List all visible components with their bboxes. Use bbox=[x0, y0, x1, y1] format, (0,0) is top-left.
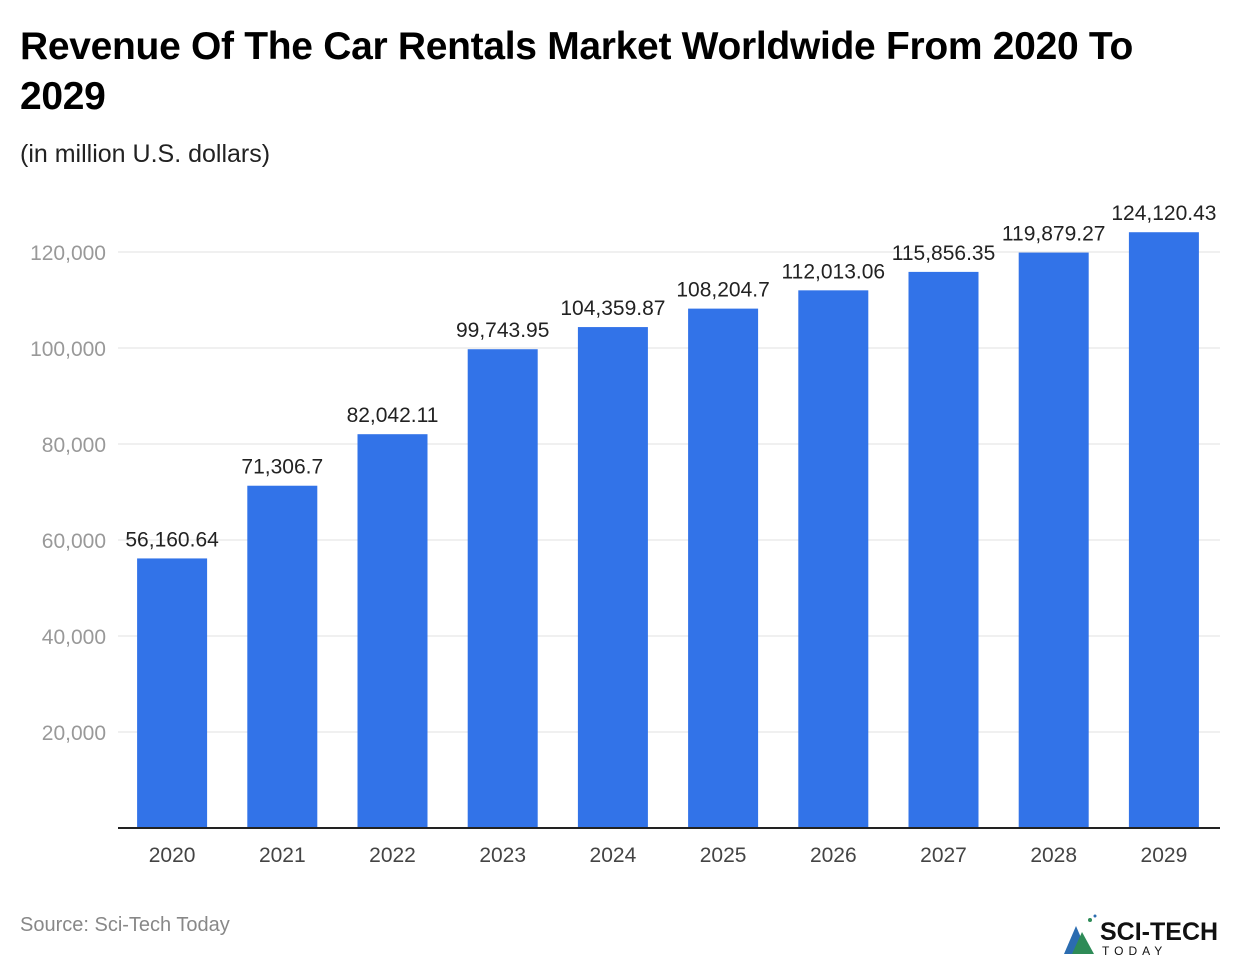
data-label: 112,013.06 bbox=[782, 260, 886, 283]
chart-title: Revenue Of The Car Rentals Market Worldw… bbox=[20, 25, 1134, 118]
bar-2020 bbox=[137, 558, 208, 828]
x-tick-label: 2023 bbox=[479, 844, 526, 867]
data-label: 124,120.43 bbox=[1111, 202, 1216, 225]
sci-tech-today-logo: SCI-TECH TODAY bbox=[1064, 914, 1218, 957]
bar-2023 bbox=[467, 349, 538, 828]
data-label: 108,204.7 bbox=[676, 279, 769, 302]
data-label: 56,160.64 bbox=[125, 528, 219, 551]
y-tick-label: 100,000 bbox=[30, 338, 106, 361]
data-label: 115,856.35 bbox=[892, 242, 996, 265]
bar-2026 bbox=[798, 290, 869, 829]
chart-subtitle: (in million U.S. dollars) bbox=[20, 140, 271, 168]
y-tick-label: 120,000 bbox=[30, 242, 106, 265]
x-tick-label: 2025 bbox=[700, 844, 747, 867]
svg-text:TODAY: TODAY bbox=[1102, 944, 1167, 957]
bar-2027 bbox=[908, 271, 979, 828]
data-label: 71,306.7 bbox=[241, 456, 323, 479]
y-tick-label: 40,000 bbox=[42, 626, 106, 649]
y-tick-label: 60,000 bbox=[42, 530, 106, 553]
x-tick-label: 2029 bbox=[1141, 844, 1188, 867]
bar-2021 bbox=[247, 485, 318, 828]
data-label: 99,743.95 bbox=[456, 319, 549, 342]
bar-2024 bbox=[577, 327, 648, 828]
x-tick-label: 2021 bbox=[259, 844, 306, 867]
x-tick-label: 2024 bbox=[590, 844, 637, 867]
y-tick-label: 20,000 bbox=[42, 722, 106, 745]
x-tick-label: 2020 bbox=[149, 844, 196, 867]
source-note: Source: Sci-Tech Today bbox=[20, 914, 230, 936]
bar-2025 bbox=[688, 308, 759, 828]
data-label: 82,042.11 bbox=[347, 404, 439, 427]
x-tick-label: 2027 bbox=[920, 844, 967, 867]
svg-text:SCI-TECH: SCI-TECH bbox=[1100, 918, 1218, 946]
bar-2022 bbox=[357, 434, 428, 828]
bar-2028 bbox=[1018, 252, 1089, 829]
x-tick-label: 2026 bbox=[810, 844, 857, 867]
x-tick-label: 2022 bbox=[369, 844, 416, 867]
data-label: 119,879.27 bbox=[1002, 223, 1106, 246]
bar-2029 bbox=[1128, 232, 1199, 829]
data-label: 104,359.87 bbox=[560, 297, 665, 320]
x-tick-label: 2028 bbox=[1030, 844, 1077, 867]
y-tick-label: 80,000 bbox=[42, 434, 106, 457]
